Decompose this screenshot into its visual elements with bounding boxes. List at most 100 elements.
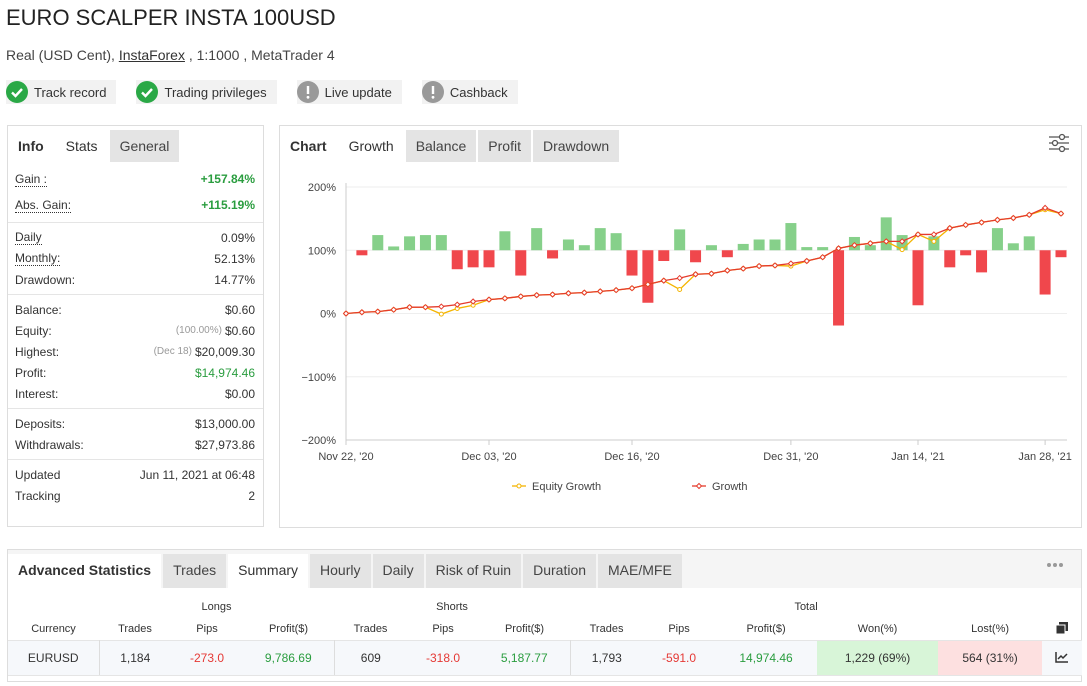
bar	[769, 239, 781, 251]
bar	[817, 247, 829, 251]
cell: 5,187.77	[479, 640, 571, 676]
stats-row: Updated Jun 11, 2021 at 06:48	[15, 464, 255, 485]
tab[interactable]: Duration	[523, 554, 597, 588]
tab[interactable]: Drawdown	[532, 130, 620, 162]
tab[interactable]: Hourly	[310, 554, 371, 588]
marker	[708, 270, 715, 277]
marker	[677, 286, 683, 292]
tab[interactable]: Growth	[338, 130, 404, 162]
badges: Track record Trading privileges Live updat…	[6, 80, 518, 104]
chart: −200% −100% 0% 100% 200% Nov 22, '20 Dec 03, '…	[301, 133, 1072, 493]
stat-label: Abs. Gain:	[15, 197, 72, 213]
marker	[962, 221, 969, 229]
marker	[692, 271, 699, 278]
tab[interactable]: Risk of Ruin	[425, 554, 522, 588]
bar	[991, 228, 1003, 251]
group-header-row: Longs Shorts Total	[8, 596, 1082, 618]
stat-value: $0.00	[224, 386, 255, 401]
stat-label: Tracking	[15, 488, 61, 503]
bar	[880, 217, 892, 251]
marker	[628, 284, 636, 292]
chart-panel: Chart Growth Balance Profit Drawdown	[279, 125, 1082, 528]
stat-value: 0.09%	[220, 230, 255, 245]
tab[interactable]: MAE/MFE	[598, 554, 682, 588]
column-header: Pips	[196, 623, 218, 635]
stat-label: Updated	[15, 467, 61, 482]
column-header: Profit($)	[268, 623, 309, 635]
icon-part	[1055, 651, 1069, 663]
stat-value: $14,974.46	[194, 365, 255, 380]
y-tick-label: 0%	[320, 309, 336, 321]
stats-row: Interest: $0.00	[15, 383, 255, 404]
group-header: Shorts	[436, 601, 468, 613]
bar	[1039, 250, 1051, 295]
marker	[931, 238, 937, 244]
cell	[1042, 640, 1083, 676]
marker	[438, 303, 445, 310]
bar	[404, 236, 416, 251]
bar	[467, 250, 479, 268]
tab[interactable]: General	[109, 130, 180, 162]
bar	[785, 223, 797, 251]
marker	[390, 306, 397, 313]
cell: 14,974.46	[715, 640, 818, 676]
exclam	[306, 86, 309, 94]
tab[interactable]: Daily	[372, 554, 424, 588]
chart-icon[interactable]	[1055, 651, 1069, 663]
exclam	[431, 86, 435, 94]
marker	[469, 298, 477, 305]
tab[interactable]: Info	[8, 130, 54, 162]
stats-group: Balance: $0.60 Equity: (100.00%) $0.60 Highes…	[8, 294, 263, 408]
y-tick-label: −200%	[301, 435, 336, 447]
cell: 1,229 (69%)	[817, 640, 939, 676]
cell	[1042, 618, 1082, 641]
stats-row: Gain : +157.84%	[15, 166, 255, 192]
stats-group: Updated Jun 11, 2021 at 06:48 Tracking 2	[8, 459, 263, 510]
tab[interactable]: Trades	[163, 554, 227, 588]
marker	[724, 267, 731, 274]
broker-link[interactable]: InstaForex	[118, 47, 185, 63]
marker	[946, 224, 953, 232]
badge: Cashback	[421, 80, 518, 104]
tab[interactable]: Advanced Statistics	[8, 554, 162, 588]
stat-label: Deposits:	[15, 416, 66, 431]
settings-icon[interactable]	[1049, 133, 1069, 153]
badge-icon	[136, 81, 159, 103]
stat-label: Balance:	[15, 302, 62, 317]
badge-label: Track record	[34, 84, 107, 100]
stat-value: +157.84%	[200, 172, 255, 186]
marker	[899, 247, 905, 253]
bar	[753, 239, 765, 251]
badge-label: Cashback	[449, 84, 508, 100]
stat-note: (100.00%)	[175, 325, 222, 336]
stat-label: Equity:	[15, 323, 52, 338]
badge-icon	[421, 81, 444, 103]
more-icon[interactable]	[1046, 560, 1066, 570]
marker	[565, 290, 572, 297]
bar	[578, 245, 590, 251]
column-header: Won(%)	[857, 623, 898, 635]
marker	[454, 301, 461, 308]
bar	[737, 243, 749, 251]
marker	[851, 241, 858, 249]
marker	[438, 311, 444, 317]
bar	[1007, 243, 1019, 251]
bar	[960, 250, 972, 256]
stat-note: (Dec 18)	[153, 346, 192, 357]
tab[interactable]: Balance	[405, 130, 477, 162]
bar	[610, 233, 622, 251]
tab[interactable]: Summary	[228, 554, 309, 588]
stats-group: Deposits: $13,000.00 Withdrawals: $27,973.8…	[8, 408, 263, 459]
marker	[676, 274, 683, 282]
marker	[819, 254, 826, 261]
tab[interactable]: Chart	[280, 130, 337, 162]
bar	[372, 235, 384, 251]
tab[interactable]: Profit	[478, 130, 531, 162]
bar	[451, 250, 463, 270]
bar	[1055, 250, 1067, 258]
copy-icon[interactable]	[1055, 621, 1069, 635]
tab[interactable]: Stats	[55, 130, 108, 162]
marker	[740, 265, 747, 272]
bar	[801, 247, 813, 251]
